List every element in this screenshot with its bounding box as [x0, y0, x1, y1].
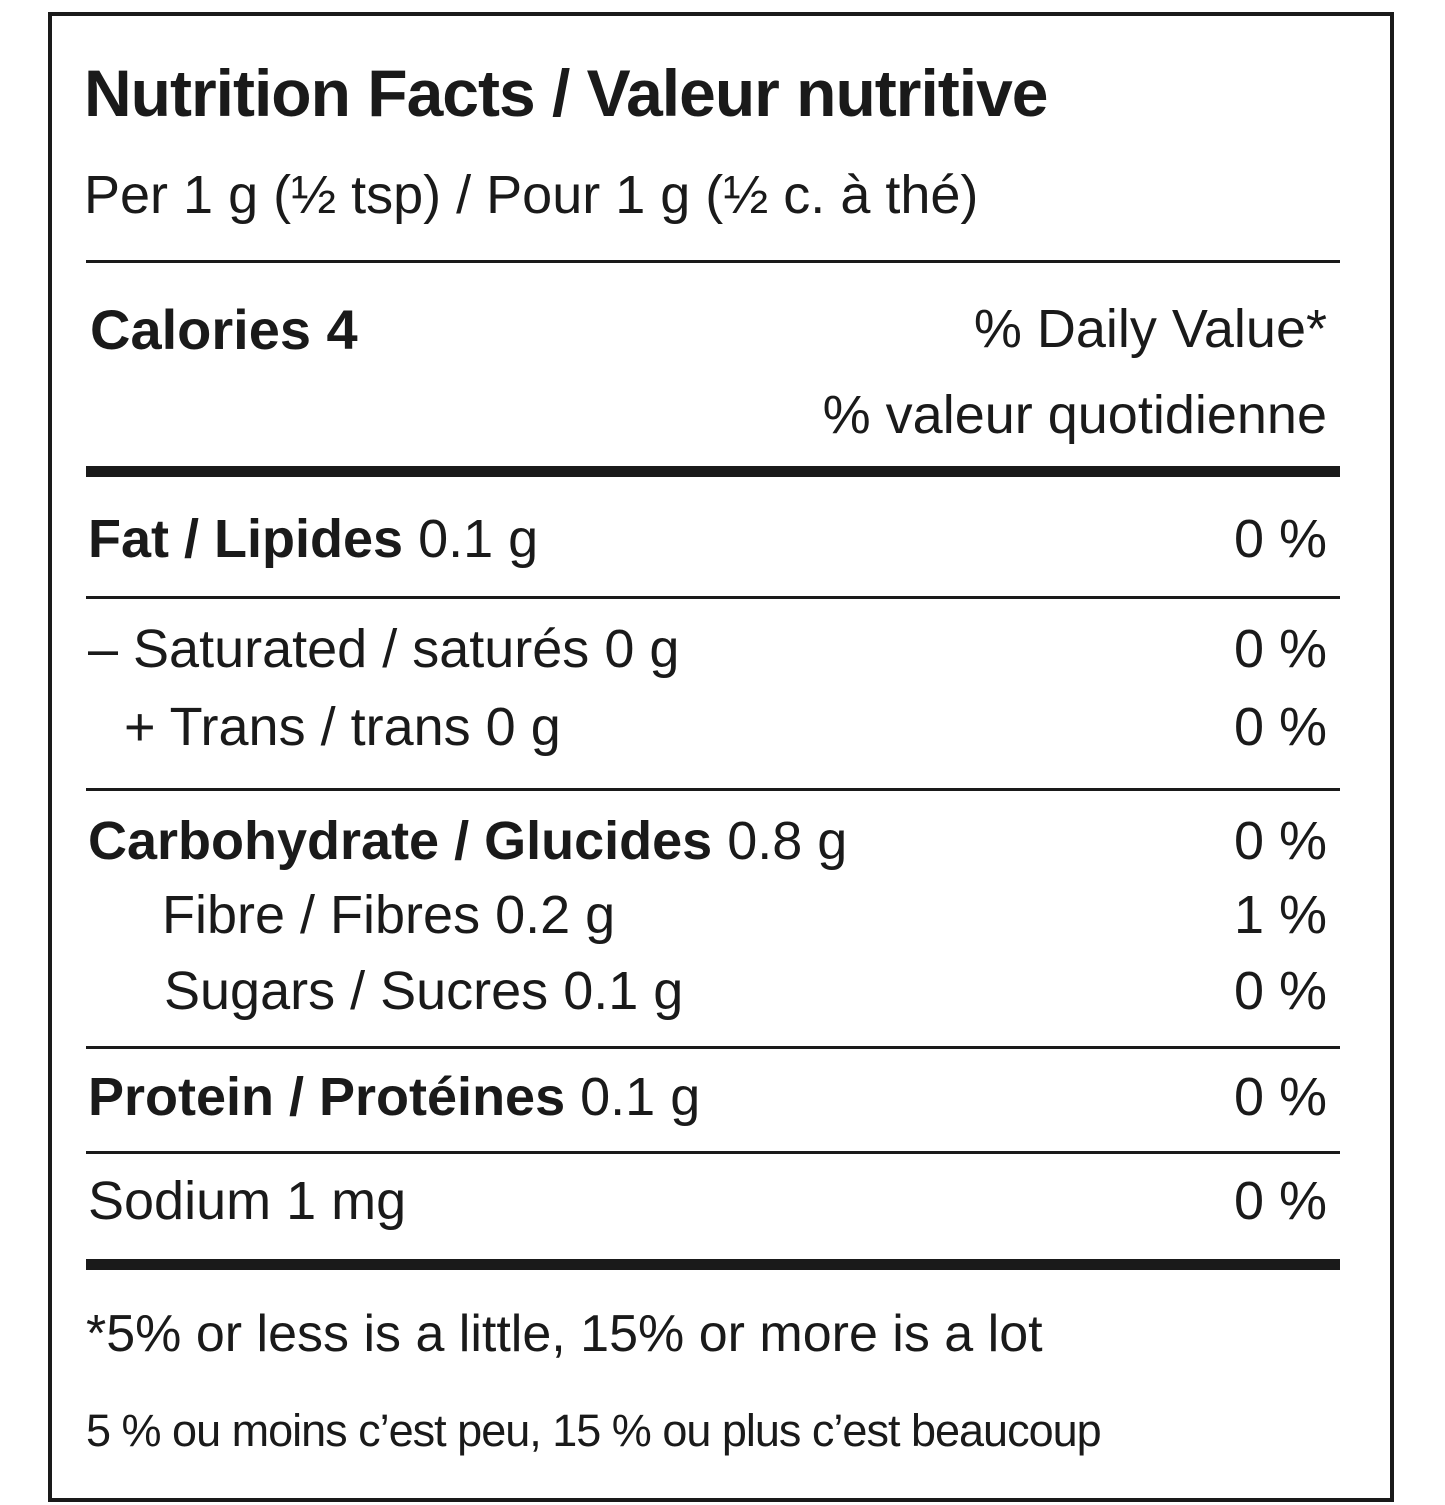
row: Protein / Protéines 0.1 g [88, 1070, 700, 1124]
rule [86, 788, 1340, 791]
amount: 0.1 g [580, 1067, 701, 1127]
rule [86, 260, 1340, 263]
amount: 1 mg [286, 1171, 407, 1231]
amount: 0.2 g [495, 885, 616, 945]
row: Fat / Lipides 0.1 g [88, 512, 538, 566]
nutrient: Fibre / Fibres [162, 885, 481, 945]
dv: 0 % [1233, 811, 1327, 871]
dv: 0 % [1233, 619, 1327, 679]
dv: 0 % [1233, 961, 1327, 1021]
row: Sodium 1 mg [88, 1174, 406, 1228]
rule [86, 1046, 1340, 1049]
row: Fibre / Fibres 0.2 g [162, 888, 615, 942]
dv-header-fr: % valeur quotidienne [822, 385, 1327, 445]
amount: 0.1 g [418, 509, 539, 569]
calories: Calories 4 [90, 298, 358, 361]
row: – Saturated / saturés 0 g [88, 622, 679, 676]
rule [86, 466, 1340, 477]
nutrient: Sodium [88, 1171, 272, 1231]
amount: 0 g [604, 619, 680, 679]
nutrient: – Saturated / saturés [88, 619, 590, 679]
nutrient: Protein / Protéines [88, 1067, 566, 1127]
amount: 0 g [485, 697, 561, 757]
dv-header-en: % Daily Value* [973, 299, 1327, 359]
label-border [48, 12, 1394, 1502]
dv: 0 % [1233, 1067, 1327, 1127]
row: Sugars / Sucres 0.1 g [164, 964, 683, 1018]
nutrient: Fat / Lipides [88, 509, 404, 569]
rule [86, 1259, 1340, 1270]
serving: Per 1 g (½ tsp) / Pour 1 g (½ c. à thé) [84, 165, 979, 225]
dv: 0 % [1233, 1171, 1327, 1231]
dv: 0 % [1233, 697, 1327, 757]
rule [86, 596, 1340, 599]
amount: 0.8 g [727, 811, 848, 871]
title: Nutrition Facts / Valeur nutritive [84, 56, 1049, 130]
nutrient: + Trans / trans [124, 697, 471, 757]
row: Carbohydrate / Glucides 0.8 g [88, 814, 847, 868]
footnote-en: *5% or less is a little, 15% or more is … [86, 1305, 1043, 1363]
footnote-fr: 5 % ou moins c’est peu, 15 % ou plus c’e… [86, 1405, 1102, 1456]
nutrient: Sugars / Sucres [164, 961, 549, 1021]
amount: 0.1 g [563, 961, 684, 1021]
nutrient: Carbohydrate / Glucides [88, 811, 713, 871]
rule [86, 1151, 1340, 1154]
dv: 0 % [1233, 509, 1327, 569]
dv: 1 % [1233, 885, 1327, 945]
row: + Trans / trans 0 g [124, 700, 561, 754]
